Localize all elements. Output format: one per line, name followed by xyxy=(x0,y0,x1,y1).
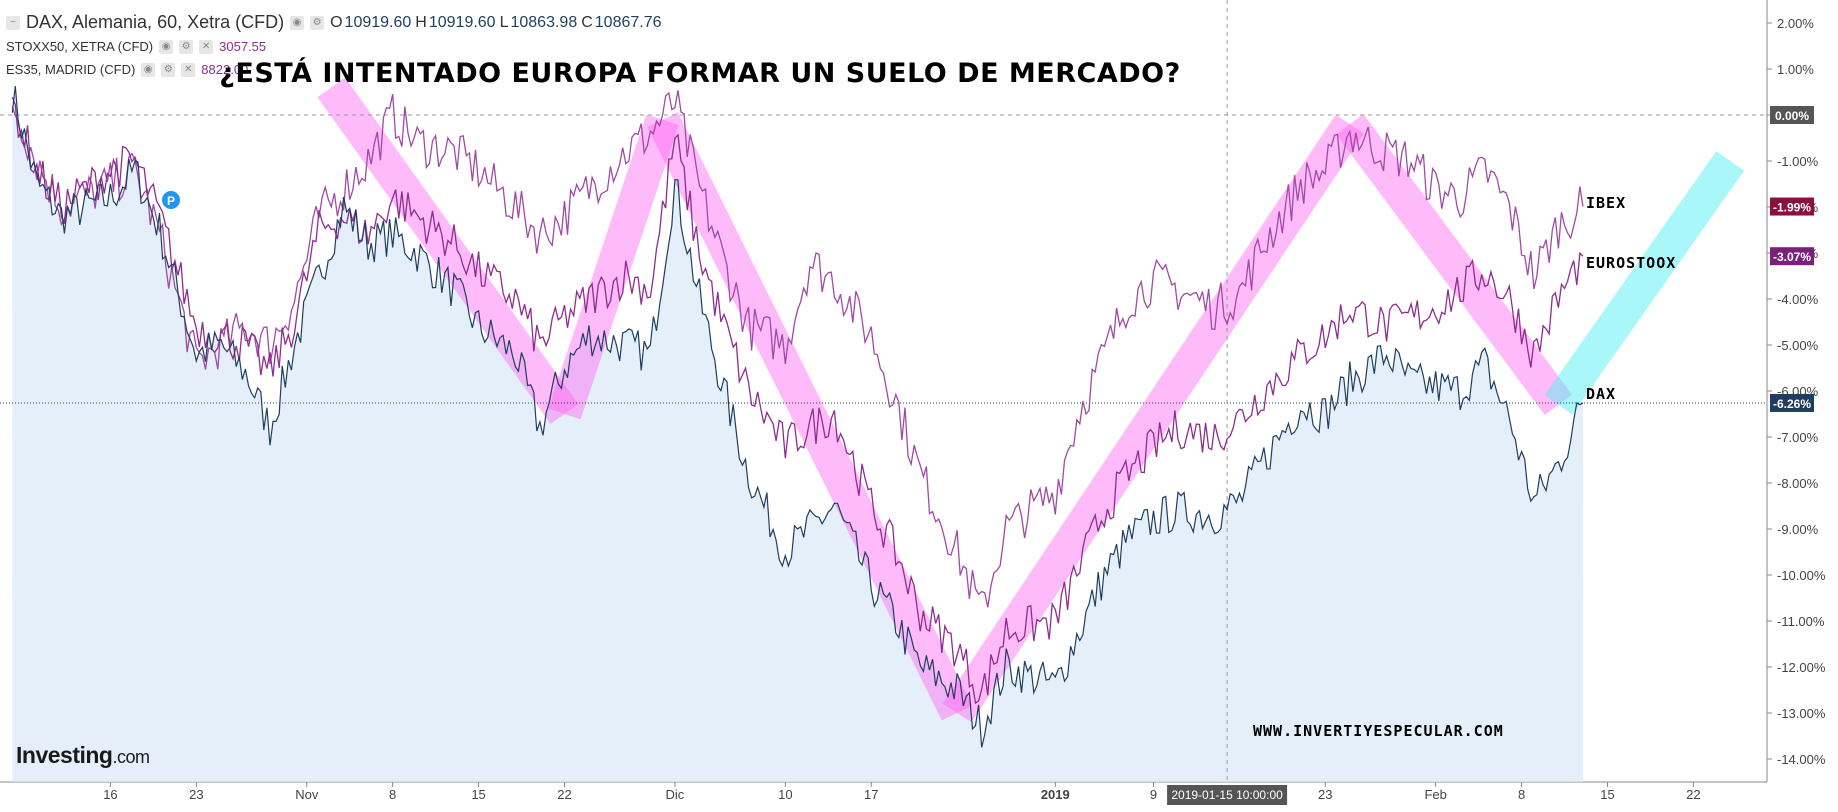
crosshair-date-label: 2019-01-15 10:00:00 xyxy=(1171,788,1283,802)
eurostoox-label: EUROSTOOX xyxy=(1586,254,1677,272)
eye-icon[interactable]: ◉ xyxy=(290,15,305,30)
dax-label: DAX xyxy=(1586,385,1617,403)
dax-last-tag-label: -6.26% xyxy=(1773,397,1811,411)
y-tick-label: -7.00% xyxy=(1777,430,1819,445)
investing-logo: Investing.com xyxy=(16,742,150,768)
close-icon[interactable]: ✕ xyxy=(181,62,196,77)
chart-title: ¿ESTÁ INTENTADO EUROPA FORMAR UN SUELO D… xyxy=(219,58,1181,89)
x-tick-label: 15 xyxy=(471,787,485,802)
compare-name: ES35, MADRID (CFD) xyxy=(6,62,136,77)
ohlc-h: H 10919.60 xyxy=(415,13,496,31)
compare-legend-stoxx[interactable]: STOXX50, XETRA (CFD) ◉ ⚙ ✕ 3057.55 xyxy=(6,39,266,54)
x-tick-label: 8 xyxy=(389,787,396,802)
y-tick-label: -8.00% xyxy=(1777,476,1819,491)
p-marker-icon xyxy=(162,191,180,209)
eurostoox-last-tag xyxy=(1770,247,1814,266)
ibex-last-tag xyxy=(1770,197,1814,216)
y-tick-label: -10.00% xyxy=(1777,568,1826,583)
x-tick-label: 16 xyxy=(103,787,117,802)
compare-name: STOXX50, XETRA (CFD) xyxy=(6,39,154,54)
pink-trend-band xyxy=(647,112,973,721)
y-tick-label: 1.00% xyxy=(1777,62,1814,77)
y-tick-label: -4.00% xyxy=(1777,292,1819,307)
main-symbol-legend[interactable]: − DAX, Alemania, 60, Xetra (CFD) ◉ ⚙ O 10… xyxy=(6,12,666,33)
settings-icon[interactable]: ⚙ xyxy=(310,15,325,30)
y-tick-label: -9.00% xyxy=(1777,522,1819,537)
y-tick-label: -14.00% xyxy=(1777,752,1826,767)
ohlc-o: O 10919.60 xyxy=(330,13,412,31)
dax-last-tag xyxy=(1770,393,1814,412)
x-tick-label: 15 xyxy=(1600,787,1614,802)
y-tick-label: -1.00% xyxy=(1777,154,1819,169)
pink-trend-band xyxy=(942,114,1364,723)
x-tick-label: 2019 xyxy=(1041,787,1070,802)
y-tick-label: -12.00% xyxy=(1777,660,1826,675)
x-tick-label: 23 xyxy=(1318,787,1332,802)
x-tick-label: 17 xyxy=(864,787,878,802)
eye-icon[interactable]: ◉ xyxy=(159,39,174,54)
y-tick-label: -13.00% xyxy=(1777,706,1826,721)
crosshair-date-tag xyxy=(1167,785,1288,805)
close-icon[interactable]: ✕ xyxy=(199,39,214,54)
dax-series-line xyxy=(11,86,1584,748)
eurostoox-last-tag-label: -3.07% xyxy=(1773,250,1811,264)
cyan-trend-band xyxy=(1544,151,1745,415)
p-marker-label: P xyxy=(167,194,175,208)
x-tick-label: 9 xyxy=(1150,787,1157,802)
zero-value-tag xyxy=(1770,106,1814,124)
x-tick-label: 22 xyxy=(1686,787,1700,802)
main-symbol-name: DAX, Alemania, 60, Xetra (CFD) xyxy=(26,12,285,32)
eurostoox-series-line xyxy=(11,96,1584,705)
x-tick-label: Feb xyxy=(1424,787,1446,802)
eye-icon[interactable]: ◉ xyxy=(141,62,156,77)
dax-area xyxy=(12,86,1583,783)
x-tick-label: 10 xyxy=(778,787,792,802)
x-tick-label: Dic xyxy=(666,787,685,802)
compare-value: 3057.55 xyxy=(219,39,267,54)
x-tick-label: Nov xyxy=(295,787,319,802)
ohlc-values: O 10919.60 H 10919.60 L 10863.98 C 10867.76 xyxy=(330,14,665,32)
compare-legend-es35[interactable]: ES35, MADRID (CFD) ◉ ⚙ ✕ 8822.00 xyxy=(6,62,248,77)
ibex-last-tag-label: -1.99% xyxy=(1773,201,1811,215)
settings-icon[interactable]: ⚙ xyxy=(179,39,194,54)
ohlc-c: C 10867.76 xyxy=(581,13,662,31)
pink-trend-band xyxy=(1336,114,1573,415)
zero-value-tag-label: 0.00% xyxy=(1775,109,1809,123)
x-tick-label: 23 xyxy=(189,787,203,802)
website-watermark: WWW.INVERTIYESPECULAR.COM xyxy=(1253,722,1504,740)
x-tick-label: 22 xyxy=(557,787,571,802)
ibex-series-line xyxy=(11,90,1584,608)
x-tick-label: 8 xyxy=(1518,787,1525,802)
pink-trend-band xyxy=(317,77,579,424)
ohlc-l: L 10863.98 xyxy=(499,13,578,31)
pink-trend-band xyxy=(548,114,679,420)
settings-icon[interactable]: ⚙ xyxy=(161,62,176,77)
y-tick-label: 2.00% xyxy=(1777,16,1814,31)
collapse-icon[interactable]: − xyxy=(6,15,20,30)
compare-value: 8822.00 xyxy=(201,62,249,77)
ibex-label: IBEX xyxy=(1586,194,1627,212)
y-tick-label: -5.00% xyxy=(1777,338,1819,353)
y-tick-label: -11.00% xyxy=(1777,614,1825,629)
